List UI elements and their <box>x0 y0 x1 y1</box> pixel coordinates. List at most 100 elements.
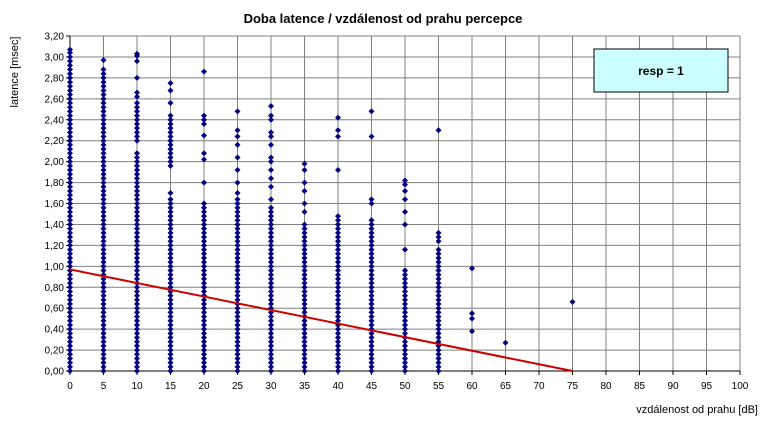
data-point <box>67 183 73 190</box>
data-point <box>201 301 207 307</box>
data-point <box>100 229 107 236</box>
data-point <box>100 137 107 144</box>
data-point <box>167 334 174 341</box>
data-point <box>268 296 274 303</box>
data-point <box>368 359 375 366</box>
trendline-layer <box>69 268 573 372</box>
data-point <box>134 246 140 253</box>
data-point <box>368 342 375 349</box>
data-point <box>368 242 375 249</box>
data-point <box>100 217 107 224</box>
data-point <box>100 112 107 119</box>
data-point <box>234 363 241 370</box>
data-point <box>301 263 308 270</box>
data-point <box>67 58 73 65</box>
data-point <box>134 326 140 333</box>
data-point <box>435 317 442 324</box>
data-point <box>67 355 73 362</box>
y-tick-label: 2,80 <box>45 73 65 84</box>
data-point <box>100 87 107 94</box>
data-point <box>201 263 207 270</box>
data-point <box>368 234 375 240</box>
data-point <box>368 309 375 316</box>
data-point <box>402 321 408 328</box>
data-point <box>301 234 308 240</box>
data-point <box>67 351 73 358</box>
data-point <box>134 351 140 358</box>
data-point <box>134 167 140 173</box>
data-point <box>167 196 174 203</box>
data-point <box>234 221 241 228</box>
x-tick-label: 30 <box>265 381 277 392</box>
data-point <box>134 271 140 278</box>
data-point <box>201 229 207 236</box>
data-point <box>67 317 73 324</box>
data-point <box>268 254 274 261</box>
data-point <box>368 334 375 341</box>
data-point <box>134 313 140 320</box>
data-point <box>268 326 274 333</box>
data-point <box>167 154 174 161</box>
data-point <box>134 183 140 190</box>
data-point <box>335 213 341 220</box>
data-point <box>234 347 241 354</box>
data-point <box>100 167 107 173</box>
x-tick-label: 25 <box>232 381 244 392</box>
data-point <box>234 229 241 236</box>
data-point <box>268 225 274 232</box>
data-point <box>435 334 442 341</box>
data-point <box>268 342 274 349</box>
data-point <box>167 225 174 232</box>
data-point <box>134 100 140 106</box>
data-point <box>100 83 107 90</box>
data-point <box>335 330 341 337</box>
data-point <box>301 351 308 358</box>
data-point <box>368 317 375 324</box>
data-point <box>67 204 73 211</box>
data-point <box>402 363 408 370</box>
data-point <box>134 368 140 374</box>
data-point <box>335 133 341 140</box>
data-point <box>234 338 241 345</box>
data-point <box>167 263 174 270</box>
data-point <box>268 208 274 215</box>
data-point <box>100 125 107 132</box>
data-point <box>100 334 107 341</box>
data-point <box>67 347 73 354</box>
data-point <box>234 296 241 303</box>
data-point <box>234 208 241 215</box>
data-point <box>100 292 107 299</box>
data-point <box>100 74 107 81</box>
data-point <box>335 305 341 312</box>
data-point <box>134 334 140 341</box>
data-point <box>167 120 174 127</box>
data-point <box>435 368 442 374</box>
data-point <box>67 334 73 341</box>
data-point <box>435 263 442 270</box>
data-point <box>234 225 241 232</box>
data-point <box>234 234 241 240</box>
data-point <box>201 132 207 139</box>
data-point <box>268 321 274 328</box>
data-point <box>335 229 341 236</box>
data-point <box>301 271 308 278</box>
data-point <box>67 321 73 328</box>
data-point <box>100 301 107 307</box>
data-point <box>402 280 408 287</box>
data-point <box>234 313 241 320</box>
data-point <box>201 284 207 291</box>
data-point <box>201 217 207 224</box>
data-point <box>368 246 375 253</box>
data-point <box>167 351 174 358</box>
data-point <box>100 296 107 303</box>
data-point <box>201 238 207 245</box>
data-point <box>435 246 442 253</box>
data-point <box>301 301 308 307</box>
data-point <box>100 150 107 157</box>
data-point <box>100 234 107 240</box>
data-point <box>435 351 442 358</box>
data-point <box>201 112 207 119</box>
data-point <box>234 179 241 186</box>
data-point <box>100 57 107 64</box>
data-point <box>134 171 140 178</box>
